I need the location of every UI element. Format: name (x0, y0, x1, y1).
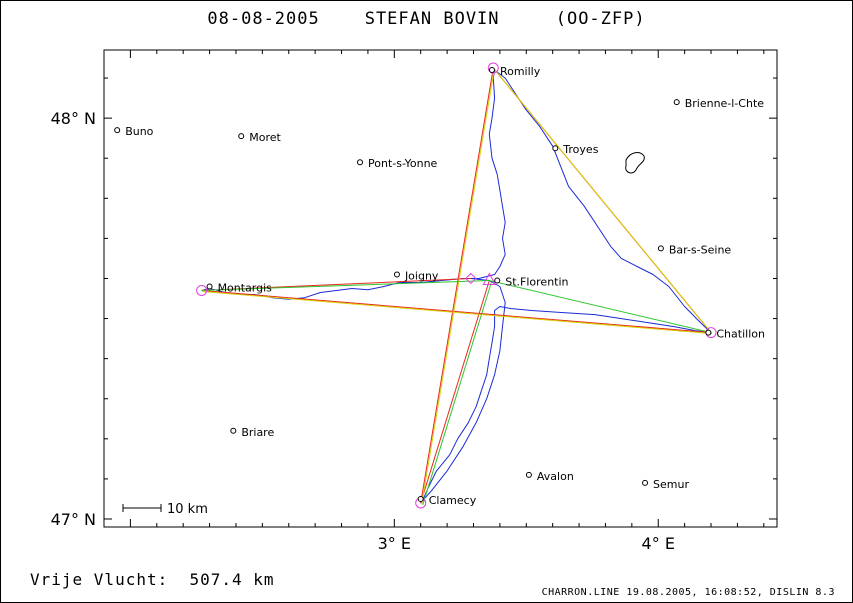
route-leg-yellow (421, 68, 495, 505)
town-marker (230, 427, 237, 434)
route-leg-red (201, 290, 712, 334)
lon-label: 3° E (378, 534, 411, 553)
town-marker (657, 245, 664, 252)
route-leg-red (420, 67, 494, 504)
flight-date: 08-08-2005 (207, 9, 320, 29)
route-leg-red (420, 280, 490, 504)
town-label: Buno (125, 125, 153, 138)
distance-label: Vrije Vlucht: (30, 570, 169, 589)
town-marker (552, 145, 559, 152)
town-label: Pont-s-Yonne (368, 157, 438, 170)
turnpoint-circle-marker (196, 285, 208, 297)
town-label: Avalon (537, 470, 574, 483)
town-marker (705, 329, 712, 336)
turnpoint-diamond-marker (465, 272, 477, 285)
map-frame (103, 49, 778, 528)
town-label: Clamecy (429, 494, 477, 507)
lat-label: 48° N (51, 109, 96, 128)
town-label: Montargis (218, 281, 273, 294)
town-label: Semur (653, 478, 689, 491)
town-label: Chatillon (716, 328, 765, 341)
glider-registration: (OO-ZFP) (555, 9, 646, 29)
town-marker (673, 99, 680, 106)
town-marker (206, 283, 213, 290)
lon-label: 4° E (642, 534, 675, 553)
town-label: St.Florentin (505, 275, 568, 288)
route-leg-green (422, 282, 492, 506)
town-label: Troyes (562, 143, 598, 156)
scale-bar-label: 10 km (167, 502, 208, 517)
town-marker (393, 271, 400, 278)
town-marker (642, 479, 649, 486)
route-leg-green (201, 279, 490, 292)
town-label: Briare (241, 426, 274, 439)
town-marker (488, 67, 495, 74)
flight-distance: Vrije Vlucht: 507.4 km (30, 570, 275, 589)
town-label: Moret (249, 131, 281, 144)
turnpoint-circle-marker (487, 62, 499, 74)
route-leg-yellow (202, 291, 713, 335)
town-marker (525, 471, 532, 478)
turnpoint-triangle-marker (482, 272, 497, 285)
flight-title: 08-08-2005 STEFAN BOVIN (OO-ZFP) (0, 9, 853, 29)
town-label: Bar-s-Seine (669, 243, 732, 256)
footer-info: CHARRON.LINE 19.08.2005, 16:08:52, DISLI… (541, 587, 835, 598)
town-marker (238, 133, 245, 140)
lake-outline (625, 152, 645, 174)
pilot-name: STEFAN BOVIN (364, 9, 500, 29)
lat-label: 47° N (51, 510, 96, 529)
town-marker (417, 495, 424, 502)
town-marker (494, 277, 501, 284)
route-leg-yellow (493, 68, 713, 334)
distance-value: 507.4 km (189, 570, 275, 589)
route-leg-green (489, 279, 712, 334)
town-label: Romilly (500, 65, 541, 78)
town-label: Joigny (404, 269, 439, 282)
town-marker (357, 159, 364, 166)
town-marker (114, 127, 121, 134)
town-label: Brienne-l-Chte (685, 97, 765, 110)
